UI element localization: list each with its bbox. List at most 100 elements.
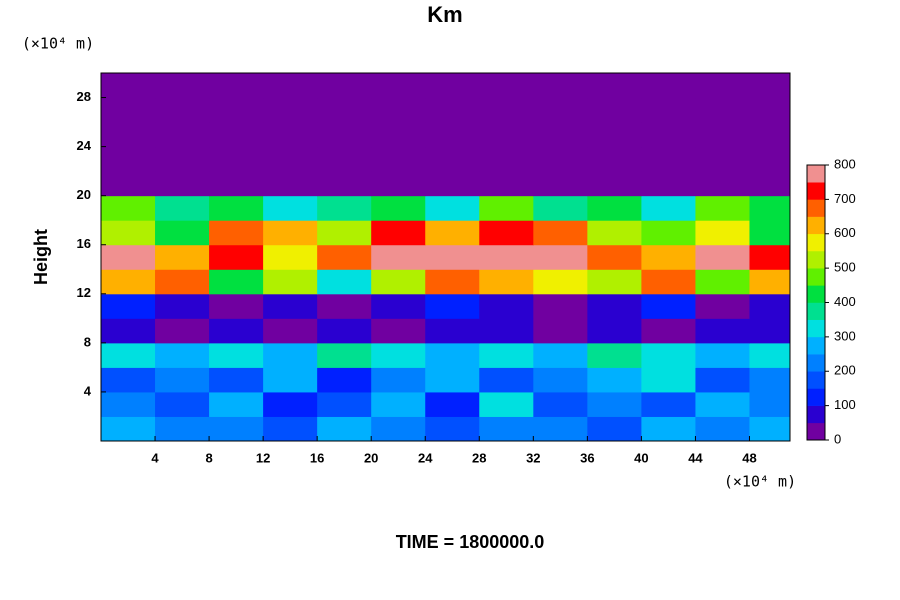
cell (749, 97, 790, 123)
cell (371, 244, 426, 270)
cell (695, 342, 750, 368)
cell (533, 146, 588, 172)
cell (317, 195, 372, 221)
cell (209, 391, 264, 417)
cell (263, 73, 318, 99)
colorbar-swatch (807, 302, 825, 320)
colorbar-label: 400 (834, 294, 856, 309)
cell (263, 293, 318, 319)
cell (155, 195, 210, 221)
cell (533, 269, 588, 295)
cell (587, 318, 642, 344)
cell (317, 146, 372, 172)
cell (101, 269, 156, 295)
cell (101, 220, 156, 246)
cell (425, 416, 480, 441)
cell (695, 97, 750, 123)
x-tick-label: 44 (688, 450, 703, 465)
cell (533, 318, 588, 344)
cell (209, 318, 264, 344)
colorbar-label: 200 (834, 363, 856, 378)
cell (533, 293, 588, 319)
x-tick-label: 28 (472, 450, 486, 465)
cell (317, 122, 372, 148)
cell (479, 293, 534, 319)
x-tick-label: 36 (580, 450, 594, 465)
cell (695, 244, 750, 270)
cell (587, 342, 642, 368)
cell (155, 367, 210, 393)
cell (155, 269, 210, 295)
cell (749, 269, 790, 295)
cell (641, 220, 696, 246)
cell (479, 244, 534, 270)
cell (425, 367, 480, 393)
footer: TIME = 1800000.0 (396, 532, 545, 552)
cell (533, 244, 588, 270)
x-tick-label: 48 (742, 450, 756, 465)
colorbar-swatch (807, 216, 825, 235)
cell (641, 318, 696, 344)
cell (101, 391, 156, 417)
cell (101, 97, 156, 123)
cell (479, 416, 534, 441)
cell (155, 391, 210, 417)
cell (479, 171, 534, 197)
cell (749, 122, 790, 148)
cell (317, 244, 372, 270)
x-tick-label: 4 (151, 450, 159, 465)
cell (425, 122, 480, 148)
cell (263, 269, 318, 295)
cell (371, 391, 426, 417)
colorbar-label: 300 (834, 328, 856, 343)
cell (695, 269, 750, 295)
y-tick-label: 4 (84, 383, 92, 398)
cell (749, 195, 790, 221)
cell (587, 220, 642, 246)
cell (641, 171, 696, 197)
cell (425, 342, 480, 368)
y-tick-label: 28 (77, 89, 91, 104)
cell (425, 195, 480, 221)
cell (587, 367, 642, 393)
cell (695, 73, 750, 99)
cell (101, 367, 156, 393)
y-tick-label: 16 (77, 236, 91, 251)
x-tick-label: 32 (526, 450, 540, 465)
cell (641, 97, 696, 123)
cell (587, 391, 642, 417)
cell (749, 367, 790, 393)
x-tick-label: 24 (418, 450, 433, 465)
cell (101, 122, 156, 148)
cell (479, 146, 534, 172)
colorbar-swatch (807, 319, 825, 338)
cell (263, 342, 318, 368)
colorbar-label: 600 (834, 225, 856, 240)
cell (371, 293, 426, 319)
colorbar-swatch (807, 422, 825, 441)
cell (587, 416, 642, 441)
cell (209, 269, 264, 295)
cell (587, 146, 642, 172)
colorbar-swatch (807, 165, 825, 183)
cell (425, 391, 480, 417)
y-label: Height (31, 229, 51, 285)
cell (317, 367, 372, 393)
cell (263, 171, 318, 197)
colorbar-swatch (807, 388, 825, 406)
cell (209, 293, 264, 319)
cell (101, 293, 156, 319)
cell (641, 195, 696, 221)
cell (479, 391, 534, 417)
cell (533, 342, 588, 368)
cell (641, 367, 696, 393)
cell (209, 146, 264, 172)
cell (101, 318, 156, 344)
cell (317, 73, 372, 99)
cell (371, 195, 426, 221)
cell (425, 269, 480, 295)
cell (209, 73, 264, 99)
colorbar-label: 0 (834, 431, 841, 446)
cell (479, 342, 534, 368)
y-tick-label: 8 (84, 334, 91, 349)
